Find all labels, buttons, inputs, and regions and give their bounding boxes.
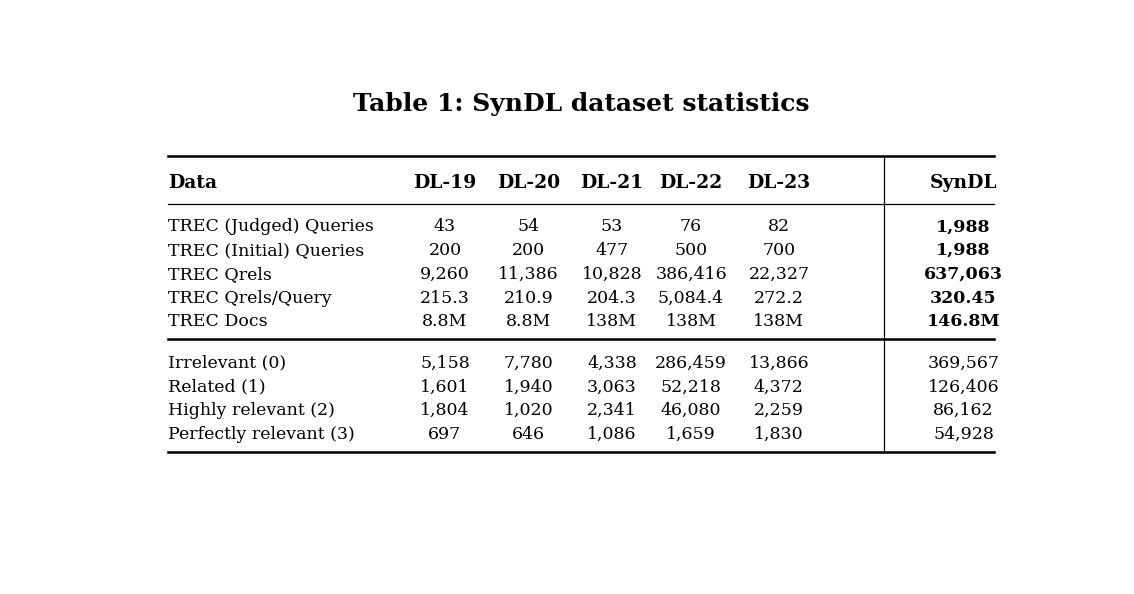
Text: 5,084.4: 5,084.4 xyxy=(658,290,725,307)
Text: DL-22: DL-22 xyxy=(660,174,722,192)
Text: 46,080: 46,080 xyxy=(661,402,721,419)
Text: 138M: 138M xyxy=(753,314,804,330)
Text: 2,259: 2,259 xyxy=(754,402,804,419)
Text: 9,260: 9,260 xyxy=(420,266,469,283)
Text: 637,063: 637,063 xyxy=(924,266,1002,283)
Text: 200: 200 xyxy=(429,242,462,259)
Text: 1,988: 1,988 xyxy=(937,242,991,259)
Text: 76: 76 xyxy=(680,218,702,235)
Text: 86,162: 86,162 xyxy=(933,402,993,419)
Text: 4,338: 4,338 xyxy=(587,355,637,372)
Text: 1,659: 1,659 xyxy=(666,426,716,443)
Text: 204.3: 204.3 xyxy=(587,290,637,307)
Text: 369,567: 369,567 xyxy=(928,355,999,372)
Text: Irrelevant (0): Irrelevant (0) xyxy=(168,355,286,372)
Text: Table 1: SynDL dataset statistics: Table 1: SynDL dataset statistics xyxy=(353,92,810,116)
Text: 13,866: 13,866 xyxy=(748,355,810,372)
Text: 54: 54 xyxy=(517,218,540,235)
Text: 126,406: 126,406 xyxy=(928,378,999,396)
Text: 8.8M: 8.8M xyxy=(422,314,467,330)
Text: 200: 200 xyxy=(511,242,545,259)
Text: 138M: 138M xyxy=(666,314,717,330)
Text: 697: 697 xyxy=(429,426,462,443)
Text: 1,804: 1,804 xyxy=(421,402,469,419)
Text: TREC Qrels/Query: TREC Qrels/Query xyxy=(168,290,332,307)
Text: 3,063: 3,063 xyxy=(587,378,637,396)
Text: SynDL: SynDL xyxy=(930,174,997,192)
Text: 4,372: 4,372 xyxy=(754,378,804,396)
Text: 22,327: 22,327 xyxy=(748,266,810,283)
Text: 286,459: 286,459 xyxy=(655,355,727,372)
Text: Perfectly relevant (3): Perfectly relevant (3) xyxy=(168,426,355,443)
Text: Data: Data xyxy=(168,174,217,192)
Text: 52,218: 52,218 xyxy=(661,378,721,396)
Text: TREC (Judged) Queries: TREC (Judged) Queries xyxy=(168,218,374,235)
Text: DL-21: DL-21 xyxy=(581,174,644,192)
Text: 82: 82 xyxy=(768,218,790,235)
Text: 500: 500 xyxy=(675,242,708,259)
Text: Highly relevant (2): Highly relevant (2) xyxy=(168,402,335,419)
Text: 1,988: 1,988 xyxy=(937,218,991,235)
Text: 386,416: 386,416 xyxy=(655,266,727,283)
Text: 646: 646 xyxy=(511,426,545,443)
Text: 477: 477 xyxy=(595,242,628,259)
Text: 11,386: 11,386 xyxy=(498,266,559,283)
Text: 7,780: 7,780 xyxy=(503,355,553,372)
Text: TREC Qrels: TREC Qrels xyxy=(168,266,272,283)
Text: 53: 53 xyxy=(601,218,623,235)
Text: 5,158: 5,158 xyxy=(420,355,469,372)
Text: 2,341: 2,341 xyxy=(587,402,637,419)
Text: 138M: 138M xyxy=(586,314,637,330)
Text: 1,830: 1,830 xyxy=(754,426,804,443)
Text: 1,086: 1,086 xyxy=(587,426,636,443)
Text: 320.45: 320.45 xyxy=(930,290,997,307)
Text: DL-20: DL-20 xyxy=(497,174,560,192)
Text: 43: 43 xyxy=(434,218,456,235)
Text: 10,828: 10,828 xyxy=(582,266,642,283)
Text: 700: 700 xyxy=(762,242,795,259)
Text: 8.8M: 8.8M xyxy=(506,314,551,330)
Text: 272.2: 272.2 xyxy=(754,290,804,307)
Text: 1,940: 1,940 xyxy=(503,378,553,396)
Text: 1,020: 1,020 xyxy=(503,402,553,419)
Text: DL-23: DL-23 xyxy=(747,174,811,192)
Text: 1,601: 1,601 xyxy=(421,378,469,396)
Text: DL-19: DL-19 xyxy=(413,174,476,192)
Text: 54,928: 54,928 xyxy=(933,426,993,443)
Text: 210.9: 210.9 xyxy=(503,290,553,307)
Text: 215.3: 215.3 xyxy=(420,290,469,307)
Text: Related (1): Related (1) xyxy=(168,378,265,396)
Text: TREC Docs: TREC Docs xyxy=(168,314,268,330)
Text: TREC (Initial) Queries: TREC (Initial) Queries xyxy=(168,242,364,259)
Text: 146.8M: 146.8M xyxy=(926,314,1000,330)
